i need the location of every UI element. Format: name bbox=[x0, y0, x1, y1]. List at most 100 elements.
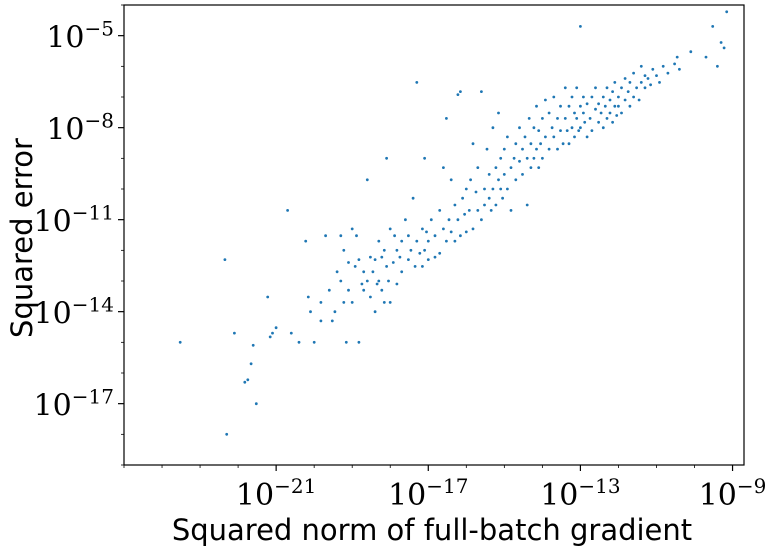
data-point bbox=[382, 301, 386, 304]
data-point bbox=[594, 107, 597, 111]
data-point bbox=[319, 301, 323, 304]
data-point bbox=[476, 166, 480, 170]
data-point bbox=[388, 227, 392, 231]
data-point bbox=[268, 335, 272, 339]
data-point bbox=[552, 95, 556, 99]
data-point bbox=[426, 258, 430, 261]
data-point bbox=[611, 120, 614, 124]
data-point bbox=[704, 55, 708, 59]
data-point bbox=[608, 111, 612, 115]
data-point bbox=[459, 90, 462, 93]
data-point bbox=[418, 251, 422, 255]
data-point bbox=[559, 129, 562, 133]
data-point bbox=[487, 196, 491, 200]
y-tick-label: 10−11 bbox=[34, 201, 114, 240]
scatter-points bbox=[178, 10, 729, 436]
data-point bbox=[661, 64, 665, 68]
data-point bbox=[438, 209, 442, 212]
data-point bbox=[421, 227, 424, 231]
data-point bbox=[573, 111, 576, 115]
x-tick-label: 10−13 bbox=[540, 474, 620, 513]
data-point bbox=[689, 50, 693, 54]
data-point bbox=[225, 432, 229, 436]
data-point bbox=[605, 86, 609, 90]
data-point bbox=[297, 340, 301, 344]
data-point bbox=[521, 147, 524, 151]
data-point bbox=[547, 147, 551, 151]
data-point bbox=[449, 230, 453, 234]
data-point bbox=[563, 86, 567, 90]
data-point bbox=[547, 111, 551, 115]
data-point bbox=[456, 93, 460, 96]
data-point bbox=[429, 218, 433, 222]
data-point bbox=[360, 282, 364, 286]
data-point bbox=[527, 117, 531, 120]
y-tick-label: 10−8 bbox=[46, 109, 114, 148]
data-point bbox=[537, 129, 541, 133]
data-point bbox=[514, 142, 518, 146]
data-point bbox=[385, 156, 388, 160]
data-point bbox=[537, 166, 541, 170]
data-point bbox=[483, 187, 486, 191]
data-point bbox=[639, 81, 643, 84]
data-point bbox=[506, 135, 509, 139]
data-point bbox=[590, 129, 594, 133]
data-point bbox=[613, 104, 617, 108]
data-point bbox=[382, 248, 386, 252]
data-point bbox=[404, 218, 407, 222]
data-point bbox=[651, 67, 655, 71]
data-point bbox=[525, 203, 529, 207]
data-point bbox=[480, 90, 483, 93]
data-point bbox=[541, 156, 544, 160]
data-point bbox=[637, 98, 641, 102]
data-point bbox=[223, 258, 227, 261]
data-point bbox=[447, 218, 451, 222]
data-point bbox=[469, 178, 472, 182]
data-point bbox=[514, 178, 518, 182]
data-point bbox=[380, 255, 384, 259]
data-point bbox=[246, 378, 250, 382]
data-point bbox=[632, 95, 635, 99]
data-point bbox=[480, 218, 483, 222]
data-point bbox=[350, 227, 354, 231]
data-point bbox=[178, 340, 182, 344]
data-point bbox=[415, 239, 419, 243]
data-point bbox=[623, 77, 627, 80]
data-point bbox=[599, 111, 603, 115]
data-point bbox=[666, 71, 670, 75]
data-point bbox=[377, 279, 381, 283]
data-point bbox=[393, 234, 396, 238]
data-point bbox=[400, 239, 404, 243]
data-point bbox=[319, 319, 323, 323]
data-point bbox=[579, 126, 582, 130]
data-point bbox=[306, 295, 310, 299]
data-point bbox=[678, 67, 681, 71]
data-point bbox=[628, 104, 632, 108]
data-point bbox=[525, 156, 529, 160]
data-point bbox=[373, 310, 377, 314]
data-point bbox=[673, 62, 676, 66]
plot-frame bbox=[123, 4, 745, 466]
data-point bbox=[582, 111, 585, 115]
y-tick-label: 10−17 bbox=[34, 385, 114, 424]
data-point bbox=[474, 190, 478, 194]
data-point bbox=[350, 301, 354, 304]
data-point bbox=[570, 95, 574, 99]
data-point bbox=[266, 295, 270, 299]
data-point bbox=[502, 147, 506, 151]
data-point bbox=[491, 187, 495, 191]
data-point bbox=[426, 239, 430, 243]
data-point bbox=[395, 282, 399, 286]
data-point bbox=[646, 77, 650, 80]
data-point bbox=[594, 86, 597, 90]
data-point bbox=[655, 74, 658, 77]
data-point bbox=[603, 104, 607, 108]
x-axis-ticks: 10−21 10−17 10−13 10−9 bbox=[123, 465, 766, 513]
data-point bbox=[632, 71, 635, 75]
data-point bbox=[271, 331, 274, 335]
data-point bbox=[380, 288, 384, 292]
data-point bbox=[459, 234, 462, 238]
data-point bbox=[476, 209, 480, 212]
data-point bbox=[518, 126, 521, 130]
